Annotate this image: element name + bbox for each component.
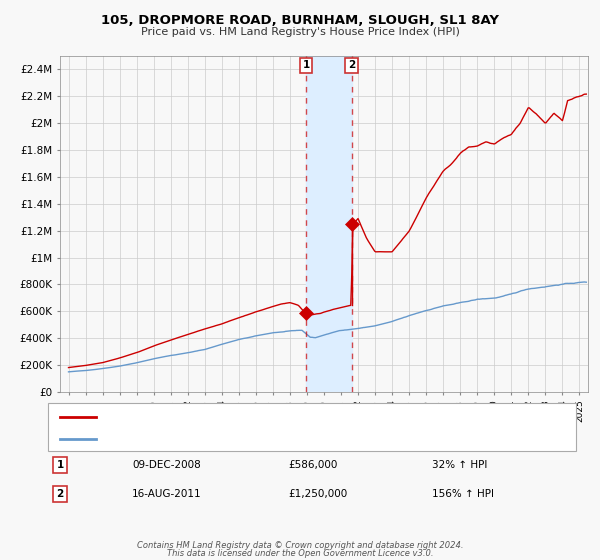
Text: HPI: Average price, detached house, Buckinghamshire: HPI: Average price, detached house, Buck… (105, 434, 371, 444)
Text: 09-DEC-2008: 09-DEC-2008 (132, 460, 201, 470)
Text: 105, DROPMORE ROAD, BURNHAM, SLOUGH, SL1 8AY (detached house): 105, DROPMORE ROAD, BURNHAM, SLOUGH, SL1… (105, 412, 457, 422)
Bar (306, 56, 352, 392)
Text: 156% ↑ HPI: 156% ↑ HPI (432, 489, 494, 499)
Text: 16-AUG-2011: 16-AUG-2011 (132, 489, 202, 499)
Text: 1: 1 (302, 60, 310, 71)
Text: 32% ↑ HPI: 32% ↑ HPI (432, 460, 487, 470)
Text: This data is licensed under the Open Government Licence v3.0.: This data is licensed under the Open Gov… (167, 549, 433, 558)
Text: Contains HM Land Registry data © Crown copyright and database right 2024.: Contains HM Land Registry data © Crown c… (137, 541, 463, 550)
Text: 1: 1 (56, 460, 64, 470)
Text: £586,000: £586,000 (288, 460, 337, 470)
Text: 2: 2 (348, 60, 355, 71)
Text: 2: 2 (56, 489, 64, 499)
Text: Price paid vs. HM Land Registry's House Price Index (HPI): Price paid vs. HM Land Registry's House … (140, 27, 460, 37)
Text: £1,250,000: £1,250,000 (288, 489, 347, 499)
Text: 105, DROPMORE ROAD, BURNHAM, SLOUGH, SL1 8AY: 105, DROPMORE ROAD, BURNHAM, SLOUGH, SL1… (101, 14, 499, 27)
